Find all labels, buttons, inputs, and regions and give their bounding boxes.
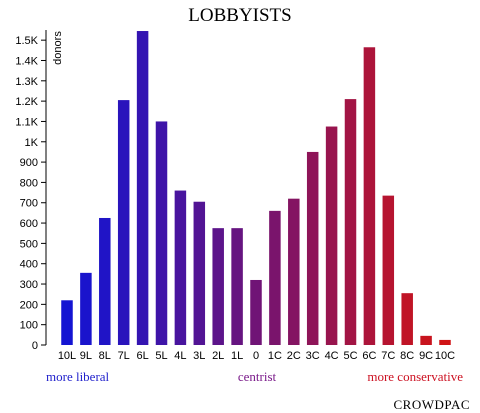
bar-7L [117, 100, 130, 345]
bar-4C [325, 126, 338, 345]
bar-5C [344, 99, 357, 345]
bar-7C [382, 195, 395, 345]
x-tick-label: 6C [362, 350, 376, 362]
bar-6C [363, 47, 376, 346]
bar-10L [61, 300, 73, 345]
y-tick-label: 600 [20, 218, 38, 230]
y-axis-label: donors [52, 31, 64, 65]
x-tick-label: 4L [174, 350, 186, 362]
label-centrist: centrist [238, 369, 277, 384]
x-tick-label: 4C [325, 350, 339, 362]
x-tick-label: 2L [212, 350, 224, 362]
x-tick-label: 9C [419, 350, 433, 362]
y-tick-label: 1.4K [15, 55, 38, 67]
x-tick-label: 5C [343, 350, 357, 362]
y-tick-label: 900 [20, 157, 38, 169]
x-tick-label: 0 [253, 350, 259, 362]
bar-2C [288, 198, 300, 345]
chart-title: LOBBYISTS [188, 5, 291, 26]
x-tick-label: 7C [381, 350, 395, 362]
y-tick-label: 100 [20, 320, 38, 332]
x-tick-label: 9L [80, 350, 92, 362]
x-tick-label: 1C [268, 350, 282, 362]
y-tick-label: 400 [20, 259, 38, 271]
x-tick-label: 6L [136, 350, 148, 362]
bar-0 [250, 279, 262, 345]
label-more-liberal: more liberal [46, 369, 110, 384]
x-tick-label: 3L [193, 350, 205, 362]
label-more-conservative: more conservative [367, 369, 463, 384]
bar-8L [99, 217, 111, 345]
x-tick-label: 2C [287, 350, 301, 362]
x-tick-label: 5L [155, 350, 167, 362]
y-tick-label: 500 [20, 238, 38, 250]
x-tick-label: 8C [400, 350, 414, 362]
x-tick-label: 7L [118, 350, 130, 362]
y-axis: 0 100 200 300 400 500 600 700 800 900 1K 1.1K 1.2K 1.… [15, 30, 47, 352]
x-tick-label: 10L [58, 350, 76, 362]
bar-9C [420, 335, 432, 345]
y-tick-label: 1.1K [15, 116, 38, 128]
y-tick-label: 0 [32, 340, 38, 352]
bar-1L [231, 228, 243, 345]
y-tick-label: 1.2K [15, 96, 38, 108]
x-tick-label: 8L [99, 350, 111, 362]
bar-5L [155, 121, 168, 345]
bar-9L [80, 272, 92, 345]
bar-2L [212, 228, 224, 345]
y-tick-label: 800 [20, 177, 38, 189]
bar-4L [174, 190, 187, 345]
bar-10C [439, 339, 451, 345]
y-tick-label: 1K [25, 137, 39, 149]
y-tick-label: 200 [20, 299, 38, 311]
bar-1C [269, 210, 281, 345]
bar-8C [401, 293, 413, 345]
y-tick-label: 1.3K [15, 76, 38, 88]
x-tick-label: 1L [231, 350, 243, 362]
x-tick-label: 3C [306, 350, 320, 362]
bar-3L [193, 201, 206, 345]
x-tick-label: 10C [435, 350, 455, 362]
y-tick-label: 1.5K [15, 35, 38, 47]
bar-6L [136, 31, 149, 346]
bar-3C [306, 151, 319, 345]
y-tick-label: 300 [20, 279, 38, 291]
x-axis: 10L 9L 8L 7L 6L 5L 4L 3L 2L 1L 0 1C 2C 3C 4C 5C 6C 7C 8C 9C… [58, 350, 455, 362]
crowdpac-brand: CROWDPAC [394, 397, 470, 412]
y-tick-label: 700 [20, 198, 38, 210]
bars [61, 31, 451, 346]
